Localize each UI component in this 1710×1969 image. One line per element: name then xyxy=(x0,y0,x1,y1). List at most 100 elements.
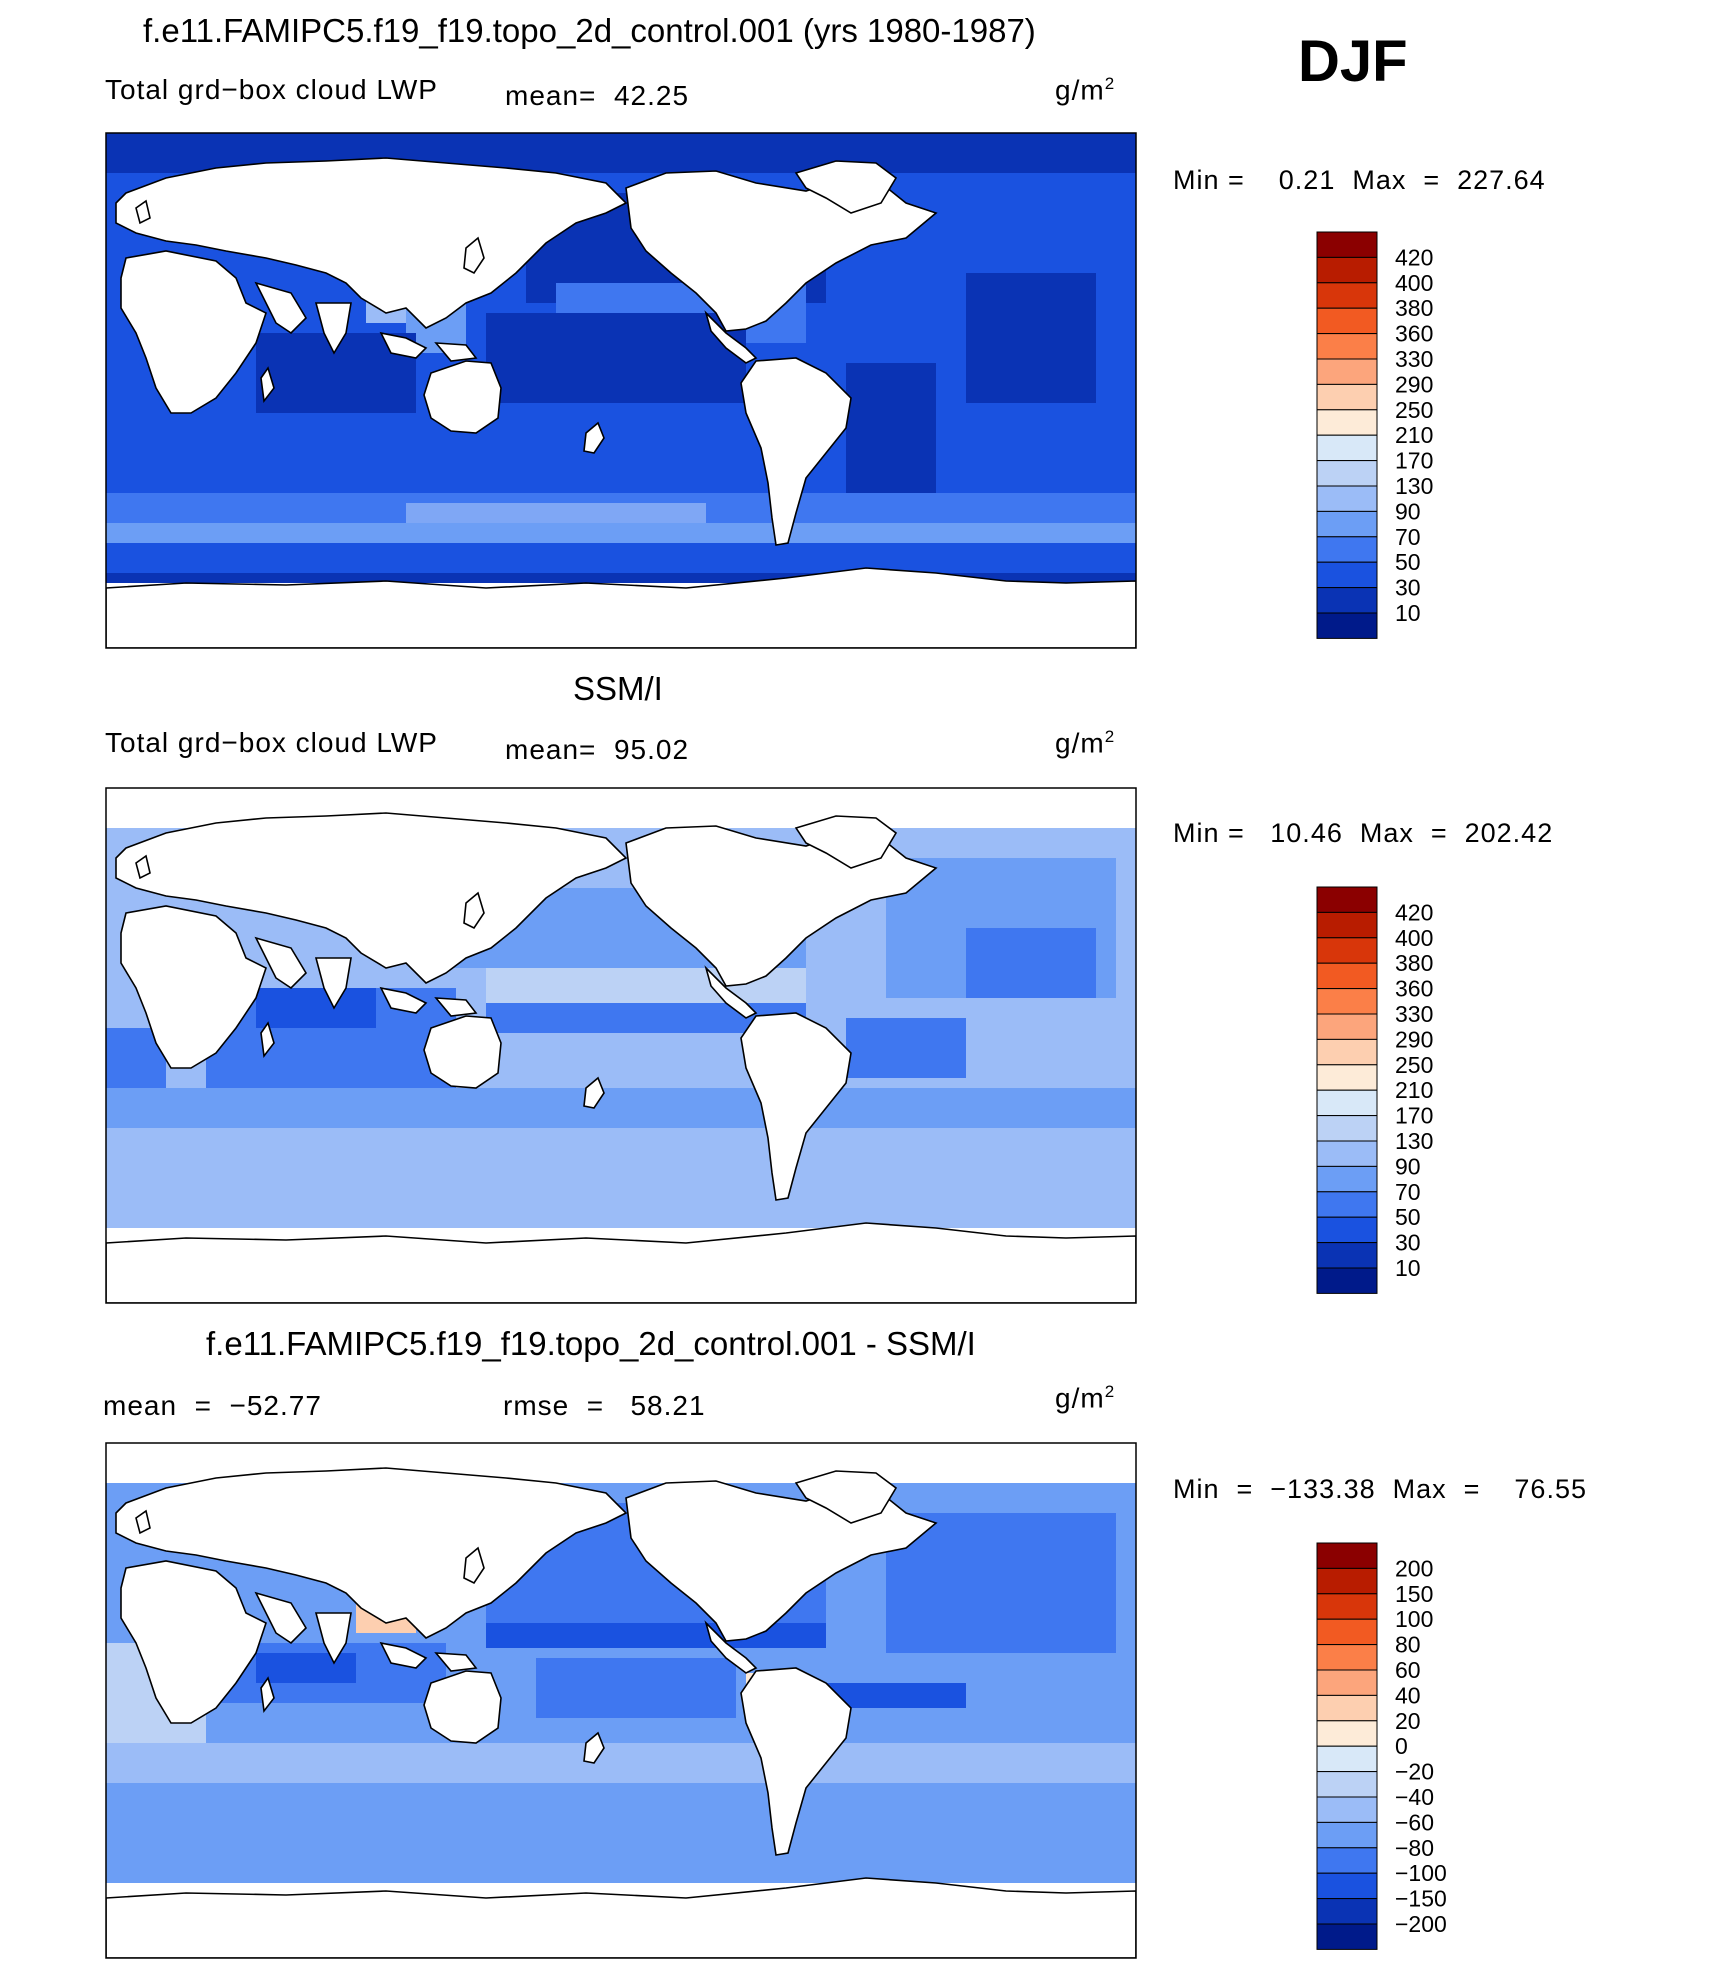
colorbar-tick-label: 400 xyxy=(1395,270,1433,296)
colorbar-swatch xyxy=(1316,383,1378,411)
colorbar-swatch xyxy=(1316,1771,1378,1798)
colorbar-swatch xyxy=(1316,510,1378,538)
panel-1-mean: mean= 42.25 xyxy=(505,80,690,111)
colorbar-swatch xyxy=(1316,1267,1378,1294)
colorbar-swatch xyxy=(1316,460,1378,487)
colorbar-tick-label: 170 xyxy=(1395,448,1433,474)
colorbar-tick-label: 90 xyxy=(1395,1153,1421,1179)
colorbar-tick-label: 420 xyxy=(1395,899,1433,925)
colorbar-swatch xyxy=(1316,587,1378,614)
panel-3-title: f.e11.FAMIPC5.f19_f19.topo_2d_control.00… xyxy=(206,1325,976,1362)
colorbar-tick-label: −100 xyxy=(1395,1860,1447,1886)
colorbar-tick-label: −80 xyxy=(1395,1835,1434,1861)
panel-1-variable: Total grd−box cloud LWP xyxy=(105,74,438,105)
colorbar-swatch xyxy=(1316,962,1378,990)
panel-2-variable: Total grd−box cloud LWP xyxy=(105,727,438,758)
colorbar-swatch xyxy=(1316,561,1378,589)
colorbar-tick-label: 60 xyxy=(1395,1657,1421,1683)
colorbar-swatch xyxy=(1316,1191,1378,1218)
colorbar-swatch xyxy=(1316,1115,1378,1142)
colorbar-tick-label: 150 xyxy=(1395,1581,1433,1607)
colorbar-swatch xyxy=(1316,358,1378,385)
colorbar-tick-label: 210 xyxy=(1395,422,1433,448)
colorbar-tick-label: 380 xyxy=(1395,295,1433,321)
panel-1-minmax: Min = 0.21 Max = 227.64 xyxy=(1173,165,1546,195)
colorbar-swatch xyxy=(1316,1923,1378,1950)
panel-3-map xyxy=(105,1442,1137,1959)
colorbar-tick-label: 170 xyxy=(1395,1103,1433,1129)
colorbar-swatch xyxy=(1316,1720,1378,1747)
season-label: DJF xyxy=(1298,29,1408,94)
colorbar-swatch xyxy=(1316,307,1378,335)
colorbar-tick-label: −60 xyxy=(1395,1809,1434,1835)
panel-3-units: g/m2 xyxy=(1055,1382,1116,1414)
colorbar-swatch xyxy=(1316,282,1378,309)
colorbar-tick-label: 130 xyxy=(1395,473,1433,499)
panel-2-title: SSM/I xyxy=(573,670,663,707)
panel-3-mean: mean = −52.77 xyxy=(103,1390,322,1421)
panel-2-units: g/m2 xyxy=(1055,727,1116,759)
colorbar-tick-label: −20 xyxy=(1395,1759,1434,1785)
colorbar-swatch xyxy=(1316,1618,1378,1646)
colorbar-tick-label: 420 xyxy=(1395,244,1433,270)
colorbar-swatch xyxy=(1316,1694,1378,1722)
panel-3-rmse: rmse = 58.21 xyxy=(503,1390,706,1421)
colorbar-swatch xyxy=(1316,1847,1378,1874)
colorbar-swatch xyxy=(1316,937,1378,964)
colorbar-tick-label: 360 xyxy=(1395,321,1433,347)
colorbar-tick-label: 290 xyxy=(1395,371,1433,397)
colorbar-swatch xyxy=(1316,1796,1378,1823)
colorbar-tick-label: 330 xyxy=(1395,346,1433,372)
colorbar-tick-label: 250 xyxy=(1395,1052,1433,1078)
colorbar-tick-label: 20 xyxy=(1395,1708,1421,1734)
colorbar-swatch xyxy=(1316,1669,1378,1696)
colorbar-swatch xyxy=(1316,1064,1378,1091)
colorbar-swatch xyxy=(1316,231,1378,258)
colorbar-tick-label: 80 xyxy=(1395,1632,1421,1658)
colorbar-tick-label: 210 xyxy=(1395,1077,1433,1103)
colorbar-tick-label: 50 xyxy=(1395,1204,1421,1230)
colorbar-swatch xyxy=(1316,1872,1378,1900)
colorbar-swatch xyxy=(1316,536,1378,563)
colorbar-tick-label: 380 xyxy=(1395,950,1433,976)
colorbar-swatch xyxy=(1316,333,1378,360)
colorbar-swatch xyxy=(1316,1593,1378,1620)
colorbar-swatch xyxy=(1316,1644,1378,1671)
colorbar-swatch xyxy=(1316,1013,1378,1040)
panel-3-colorbar: 200150100806040200−20−40−60−80−100−150−2… xyxy=(1316,1542,1447,1950)
colorbar-tick-label: 30 xyxy=(1395,575,1421,601)
colorbar-swatch xyxy=(1316,1140,1378,1167)
colorbar-tick-label: 400 xyxy=(1395,925,1433,951)
colorbar-swatch xyxy=(1316,1165,1378,1193)
colorbar-tick-label: 10 xyxy=(1395,600,1421,626)
panel-2-minmax: Min = 10.46 Max = 202.42 xyxy=(1173,818,1554,848)
colorbar-tick-label: 10 xyxy=(1395,1255,1421,1281)
panel-1-title: f.e11.FAMIPC5.f19_f19.topo_2d_control.00… xyxy=(143,12,1036,49)
colorbar-tick-label: 290 xyxy=(1395,1026,1433,1052)
colorbar-swatch xyxy=(1316,886,1378,913)
colorbar-swatch xyxy=(1316,1089,1378,1117)
colorbar-tick-label: 330 xyxy=(1395,1001,1433,1027)
colorbar-tick-label: 200 xyxy=(1395,1555,1433,1581)
colorbar-swatch xyxy=(1316,1216,1378,1244)
colorbar-swatch xyxy=(1316,1898,1378,1925)
colorbar-tick-label: 360 xyxy=(1395,976,1433,1002)
colorbar-tick-label: 70 xyxy=(1395,1179,1421,1205)
panel-2-map xyxy=(105,787,1137,1304)
colorbar-tick-label: 30 xyxy=(1395,1230,1421,1256)
colorbar-swatch xyxy=(1316,1038,1378,1066)
colorbar-tick-label: −40 xyxy=(1395,1784,1434,1810)
colorbar-tick-label: 130 xyxy=(1395,1128,1433,1154)
colorbar-tick-label: −150 xyxy=(1395,1886,1447,1912)
colorbar-tick-label: 250 xyxy=(1395,397,1433,423)
panel-3-minmax: Min = −133.38 Max = 76.55 xyxy=(1173,1474,1587,1504)
colorbar-swatch xyxy=(1316,1542,1378,1569)
colorbar-swatch xyxy=(1316,1745,1378,1773)
colorbar-tick-label: 40 xyxy=(1395,1682,1421,1708)
colorbar-swatch xyxy=(1316,988,1378,1015)
panel-2-mean: mean= 95.02 xyxy=(505,734,690,765)
colorbar-tick-label: 100 xyxy=(1395,1606,1433,1632)
